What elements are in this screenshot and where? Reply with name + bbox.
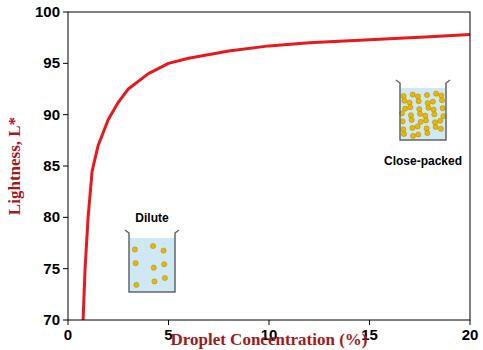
droplet-icon (417, 107, 422, 112)
droplet-icon (416, 99, 421, 104)
droplet-icon (433, 124, 438, 129)
y-tick (63, 114, 68, 115)
y-tick-label: 85 (43, 157, 60, 174)
x-tick (470, 320, 471, 325)
x-tick (269, 320, 270, 325)
droplet-icon (433, 91, 438, 96)
droplet-icon (408, 113, 413, 118)
droplet-icon (134, 282, 139, 287)
droplet-icon (402, 106, 407, 111)
droplet-icon (162, 262, 167, 267)
droplet-icon (438, 118, 443, 123)
droplet-icon (410, 92, 415, 97)
droplet-icon (401, 131, 406, 136)
x-tick-label: 0 (64, 326, 72, 343)
y-tick-label: 80 (43, 208, 60, 225)
droplet-icon (132, 247, 137, 252)
droplet-icon (439, 98, 444, 103)
droplet-icon (423, 118, 428, 123)
droplet-icon (415, 94, 420, 99)
droplet-icon (151, 265, 156, 270)
droplet-icon (401, 93, 406, 98)
droplet-icon (432, 120, 437, 125)
droplet-icon (152, 279, 157, 284)
droplet-icon (408, 105, 413, 110)
droplet-icon (424, 126, 429, 131)
y-tick-label: 100 (35, 3, 60, 20)
droplet-icon (425, 130, 430, 135)
droplet-icon (402, 98, 407, 103)
droplet-icon (417, 111, 422, 116)
droplet-icon (407, 100, 412, 105)
droplet-icon (161, 248, 166, 253)
droplet-icon (424, 92, 429, 97)
x-tick (168, 320, 169, 325)
chart: 70758085909510005101520Droplet Concentra… (0, 0, 483, 350)
x-axis-title: Droplet Concentration (%) (170, 330, 367, 349)
y-tick-label: 95 (43, 54, 60, 71)
droplet-icon (410, 125, 415, 130)
x-tick (68, 320, 69, 325)
droplet-icon (432, 112, 437, 117)
y-tick-label: 90 (43, 106, 60, 123)
droplet-icon (410, 133, 415, 138)
y-tick (63, 268, 68, 269)
droplet-icon (438, 126, 443, 131)
plot-area (83, 35, 470, 320)
droplet-icon (440, 106, 445, 111)
droplet-icon (133, 261, 138, 266)
droplet-icon (401, 127, 406, 132)
droplet-icon (416, 132, 421, 137)
frame (68, 12, 470, 320)
beaker-liquid (129, 238, 175, 292)
y-tick (63, 217, 68, 218)
y-tick-label: 70 (43, 311, 60, 328)
droplet-icon (150, 243, 155, 248)
droplet-icon (439, 93, 444, 98)
y-tick-label: 75 (43, 260, 60, 277)
beaker-liquid (400, 88, 446, 140)
x-tick-label: 20 (462, 326, 479, 343)
droplet-icon (441, 114, 446, 119)
droplet-icon (423, 113, 428, 118)
droplet-icon (430, 99, 435, 104)
y-tick (63, 166, 68, 167)
y-tick (63, 12, 68, 13)
beaker (396, 80, 450, 140)
beaker-outline (125, 230, 179, 292)
beaker (125, 230, 179, 292)
curve (83, 35, 470, 320)
y-tick (63, 63, 68, 64)
droplet-icon (425, 100, 430, 105)
annotation: Close-packed (384, 154, 462, 168)
droplet-icon (162, 275, 167, 280)
droplet-icon (415, 124, 420, 129)
x-tick (369, 320, 370, 325)
droplet-icon (409, 117, 414, 122)
droplet-icon (418, 119, 423, 124)
droplet-icon (400, 119, 405, 124)
annotation: Dilute (135, 211, 169, 225)
droplet-icon (426, 105, 431, 110)
droplet-icon (431, 107, 436, 112)
beaker-outline (396, 80, 450, 140)
y-tick (63, 320, 68, 321)
y-axis-title: Lightness, L* (5, 117, 24, 215)
